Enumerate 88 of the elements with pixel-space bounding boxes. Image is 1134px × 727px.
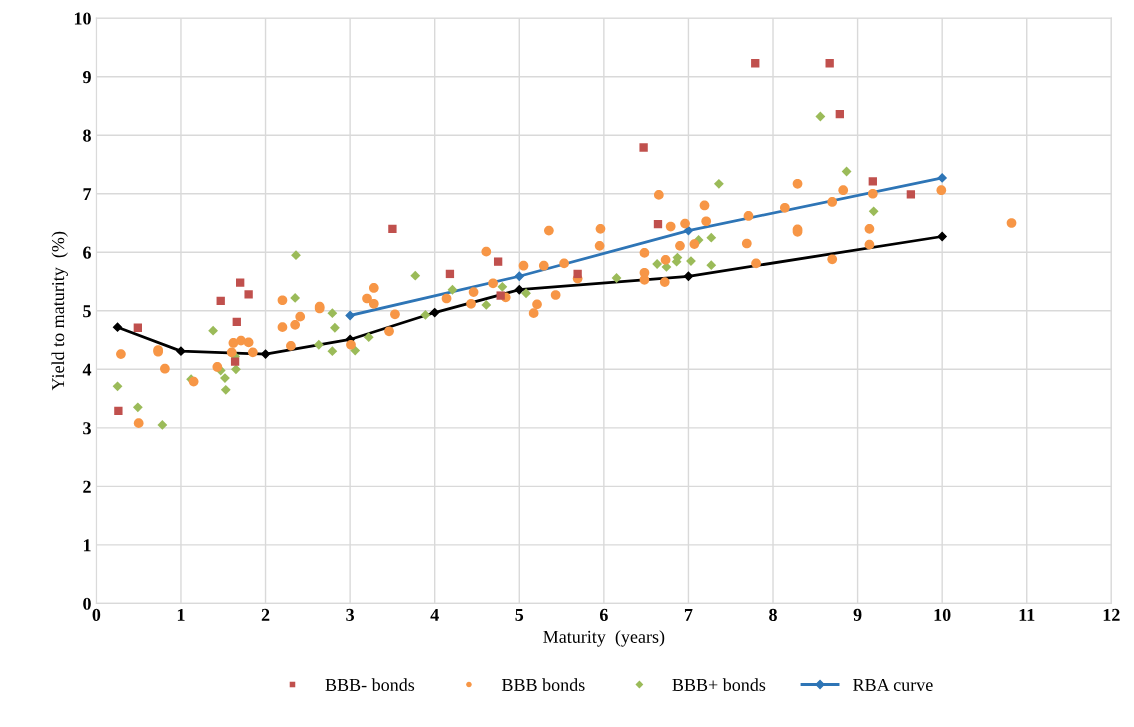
point	[683, 271, 694, 281]
x-axis-title: Maturity (years)	[543, 630, 665, 647]
point	[937, 173, 947, 183]
point	[176, 346, 186, 356]
x-tick-label: 6	[599, 608, 608, 621]
x-tick-label: 8	[769, 608, 777, 621]
point	[653, 220, 663, 229]
point	[639, 143, 648, 152]
y-axis-title: Yield to maturity (%)	[51, 231, 68, 391]
x-tick-label: 0	[92, 608, 101, 621]
point	[445, 269, 455, 279]
y-tick-label: 6	[83, 246, 91, 259]
point	[937, 231, 947, 242]
legend-label: RBA curve	[853, 678, 933, 691]
point	[112, 381, 123, 392]
y-tick-label: 4	[82, 363, 92, 376]
y-tick-label: 9	[82, 71, 91, 84]
x-tick-label: 9	[853, 608, 862, 621]
point	[521, 288, 531, 299]
point	[291, 250, 301, 261]
point	[327, 308, 338, 319]
point	[514, 271, 524, 281]
point	[290, 293, 301, 303]
y-tick-label: 2	[83, 480, 91, 493]
point	[388, 224, 397, 234]
legend-label: BBB- bonds	[325, 678, 415, 691]
point	[329, 322, 340, 333]
point	[815, 111, 826, 122]
point	[260, 349, 271, 359]
y-tick-label: 3	[83, 422, 91, 435]
x-tick-label: 5	[515, 608, 524, 621]
point	[236, 278, 245, 287]
point	[350, 345, 361, 356]
point	[345, 310, 355, 321]
y-tick-label: 1	[83, 539, 91, 552]
point	[133, 323, 142, 332]
y-tick-label: 8	[83, 129, 91, 142]
point	[706, 232, 717, 243]
x-tick-label: 1	[177, 608, 185, 621]
point	[497, 281, 508, 292]
y-tick-label: 10	[74, 12, 91, 25]
legend-label: BBB+ bonds	[672, 678, 766, 691]
x-tick-label: 4	[430, 608, 439, 621]
x-tick-label: 10	[934, 608, 951, 621]
point	[868, 206, 879, 217]
y-tick-label: 7	[83, 188, 92, 201]
x-tick-label: 2	[261, 608, 270, 621]
point	[220, 373, 230, 383]
point	[493, 257, 503, 266]
point	[313, 339, 324, 350]
point	[208, 325, 219, 336]
point	[447, 284, 458, 295]
point	[906, 190, 916, 199]
point	[132, 402, 143, 413]
point	[363, 332, 374, 343]
point	[112, 322, 123, 332]
point	[835, 109, 844, 119]
x-tick-label: 12	[1103, 608, 1120, 621]
point	[514, 285, 524, 295]
point	[410, 270, 421, 281]
legend-label: BBB bonds	[501, 678, 585, 691]
point	[157, 420, 168, 430]
point	[825, 59, 834, 68]
point	[231, 364, 241, 375]
x-tick-label: 7	[684, 608, 693, 621]
point	[232, 317, 241, 327]
point	[220, 384, 231, 395]
point	[420, 309, 431, 320]
point	[573, 269, 582, 279]
x-tick-label: 3	[346, 608, 355, 621]
point	[706, 260, 717, 271]
point	[327, 346, 338, 357]
point	[430, 307, 440, 318]
point	[496, 291, 505, 300]
point	[713, 178, 724, 189]
point	[216, 296, 225, 306]
y-tick-label: 0	[83, 597, 91, 610]
point	[652, 259, 663, 269]
point	[244, 290, 253, 299]
point	[683, 225, 694, 236]
x-tick-label: 11	[1019, 608, 1035, 621]
y-tick-label: 5	[83, 305, 91, 318]
point	[611, 273, 622, 283]
point	[481, 300, 492, 310]
point	[751, 59, 760, 68]
point	[230, 357, 240, 366]
point	[868, 177, 877, 186]
point	[114, 406, 123, 416]
